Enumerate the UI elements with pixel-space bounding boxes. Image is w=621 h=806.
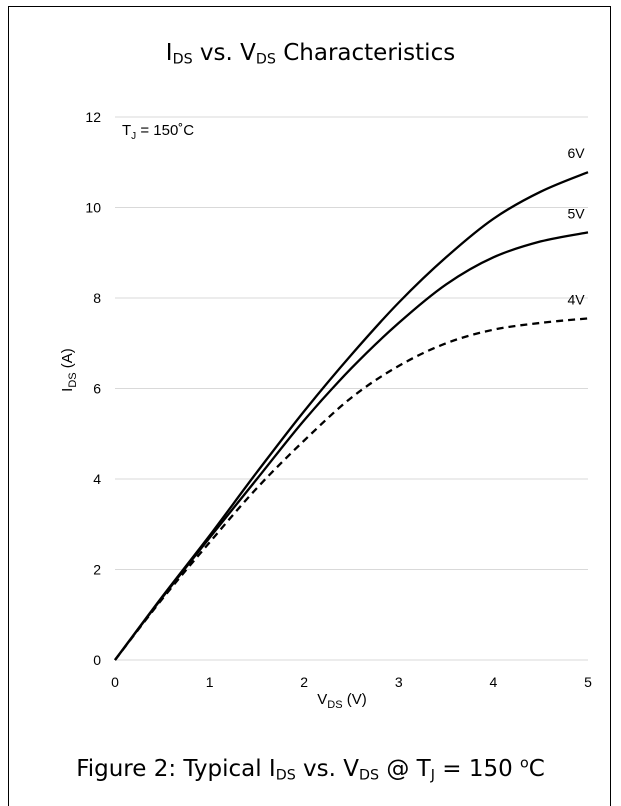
series-labels: 6V 5V 4V: [567, 145, 585, 307]
y-tick-label-6: 6: [93, 381, 101, 397]
x-tick-label-1: 1: [206, 674, 214, 690]
x-tick-label-0: 0: [111, 674, 119, 690]
grid-lines: [115, 116, 588, 570]
x-tick-label-2: 2: [300, 674, 308, 690]
series-label-6V: 6V: [567, 145, 585, 161]
y-axis-label: IDS (A): [59, 348, 79, 392]
figure-frame: [8, 6, 611, 806]
figure-caption: Figure 2: Typical IDS vs. VDS @ TJ = 150…: [76, 755, 545, 784]
series-line-6V: [114, 171, 589, 661]
y-tick-label-2: 2: [93, 562, 101, 578]
y-tick-label-10: 10: [85, 200, 101, 216]
y-tick-label-4: 4: [93, 471, 101, 487]
series-line-5V: [114, 231, 589, 661]
y-tick-label-8: 8: [93, 290, 101, 306]
y-tick-label-12: 12: [85, 109, 101, 125]
series-label-4V: 4V: [567, 291, 585, 307]
y-tick-label-0: 0: [93, 652, 101, 668]
x-axis-label: VDS (V): [317, 691, 366, 711]
annotation-tj: TJ = 150˚C: [122, 122, 194, 142]
series-label-5V: 5V: [567, 205, 585, 221]
x-tick-label-4: 4: [490, 674, 498, 690]
chart-title: IDS vs. VDS Characteristics: [165, 40, 456, 68]
x-tick-label-5: 5: [584, 674, 592, 690]
series-lines: [114, 171, 589, 661]
x-tick-label-3: 3: [395, 674, 403, 690]
series-line-4V: [114, 317, 589, 661]
